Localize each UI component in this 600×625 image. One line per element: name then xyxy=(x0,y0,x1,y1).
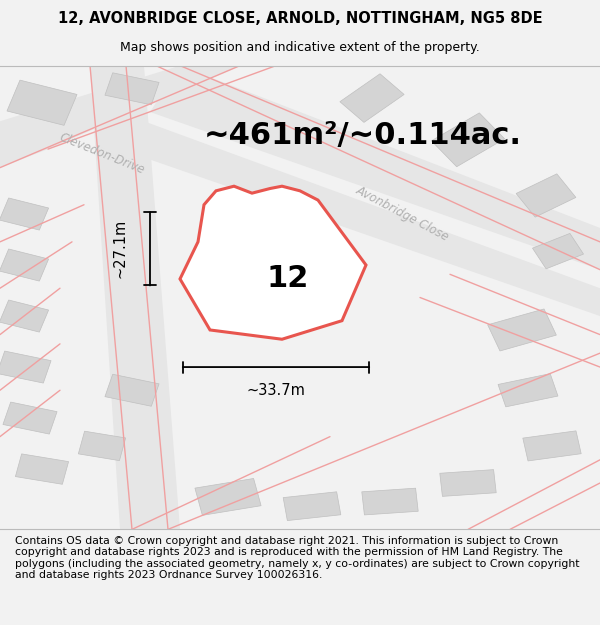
Polygon shape xyxy=(0,249,49,281)
Text: 12: 12 xyxy=(267,264,309,294)
Polygon shape xyxy=(431,113,505,167)
Polygon shape xyxy=(340,74,404,122)
Polygon shape xyxy=(0,351,51,383)
Polygon shape xyxy=(0,198,49,230)
Polygon shape xyxy=(79,431,125,461)
Polygon shape xyxy=(440,469,496,496)
Polygon shape xyxy=(105,374,159,406)
Text: ~461m²/~0.114ac.: ~461m²/~0.114ac. xyxy=(204,121,522,149)
Polygon shape xyxy=(498,374,558,407)
Text: ~27.1m: ~27.1m xyxy=(113,219,128,278)
Text: ~33.7m: ~33.7m xyxy=(247,382,305,398)
Polygon shape xyxy=(532,233,584,269)
Polygon shape xyxy=(120,121,600,316)
Polygon shape xyxy=(523,431,581,461)
Text: Clevedon-Drive: Clevedon-Drive xyxy=(58,131,146,177)
Text: Avonbridge Close: Avonbridge Close xyxy=(353,184,451,244)
Polygon shape xyxy=(283,492,341,521)
Polygon shape xyxy=(195,479,261,516)
Polygon shape xyxy=(362,488,418,515)
Text: Contains OS data © Crown copyright and database right 2021. This information is : Contains OS data © Crown copyright and d… xyxy=(15,536,580,581)
Polygon shape xyxy=(0,66,240,168)
Polygon shape xyxy=(7,80,77,126)
Text: Map shows position and indicative extent of the property.: Map shows position and indicative extent… xyxy=(120,41,480,54)
Polygon shape xyxy=(3,402,57,434)
Polygon shape xyxy=(0,300,49,332)
Polygon shape xyxy=(180,186,366,339)
Polygon shape xyxy=(150,66,600,269)
Polygon shape xyxy=(90,66,180,529)
Polygon shape xyxy=(105,73,159,105)
Polygon shape xyxy=(516,174,576,217)
Polygon shape xyxy=(488,309,556,351)
Text: 12, AVONBRIDGE CLOSE, ARNOLD, NOTTINGHAM, NG5 8DE: 12, AVONBRIDGE CLOSE, ARNOLD, NOTTINGHAM… xyxy=(58,11,542,26)
Polygon shape xyxy=(16,454,68,484)
